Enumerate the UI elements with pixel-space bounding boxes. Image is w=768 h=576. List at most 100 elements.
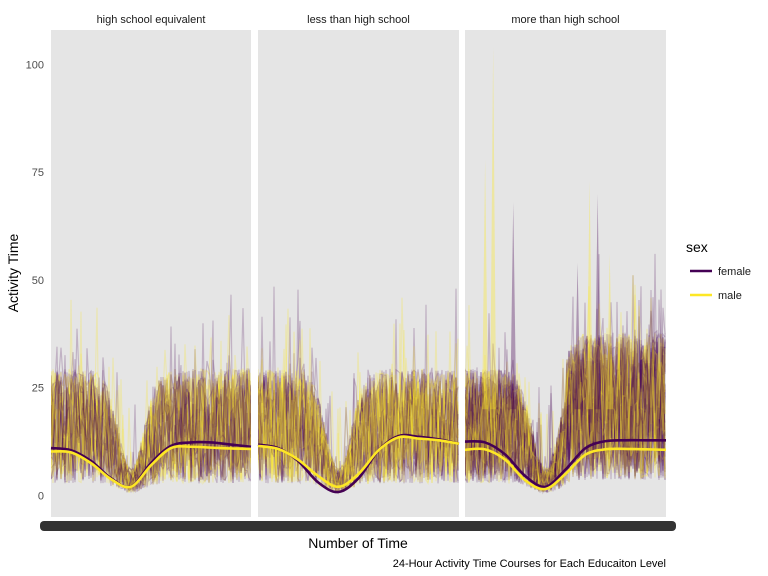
activity-trace <box>51 370 251 490</box>
activity-trace <box>51 370 251 489</box>
x-axis-tick-label-mass <box>40 521 676 531</box>
activity-trace <box>51 370 251 492</box>
facet-strip-label-2: more than high school <box>511 14 619 26</box>
activity-trace <box>258 343 459 493</box>
activity-trace <box>258 308 459 489</box>
activity-spike <box>594 193 601 410</box>
activity-trace <box>51 323 251 484</box>
activity-spike <box>482 159 489 410</box>
legend-label-male: male <box>718 290 742 302</box>
activity-trace <box>258 288 459 490</box>
activity-trace <box>465 337 666 492</box>
activity-trace <box>465 253 666 482</box>
activity-trace <box>258 317 459 492</box>
activity-trace <box>51 353 251 488</box>
activity-trace <box>51 359 251 488</box>
smooth-line-male-1 <box>257 435 460 489</box>
activity-spike <box>586 180 593 410</box>
activity-trace <box>258 363 459 488</box>
activity-spike <box>574 262 581 410</box>
y-tick-label: 100 <box>26 59 44 71</box>
x-axis-title: Number of Time <box>308 535 408 551</box>
activity-trace <box>51 340 251 490</box>
activity-trace <box>51 320 251 491</box>
activity-spike <box>606 254 613 410</box>
activity-trace <box>258 372 459 490</box>
panel-background-1 <box>258 30 459 517</box>
activity-trace <box>51 348 251 491</box>
activity-trace <box>258 368 459 490</box>
y-tick-label: 25 <box>32 383 44 395</box>
panel-background-2 <box>465 30 666 517</box>
activity-trace <box>258 369 459 491</box>
y-tick-label: 0 <box>38 490 44 502</box>
smooth-line-male-2 <box>464 447 667 491</box>
x-axis-tick-band <box>40 521 676 531</box>
activity-trace <box>465 303 666 493</box>
activity-trace <box>465 299 666 492</box>
activity-trace <box>258 323 459 492</box>
activity-trace <box>465 333 666 489</box>
activity-trace <box>465 313 666 494</box>
activity-trace <box>51 345 251 490</box>
activity-trace <box>51 365 251 493</box>
activity-trace <box>465 343 666 489</box>
activity-trace <box>465 340 666 490</box>
activity-trace <box>465 294 666 492</box>
activity-trace <box>465 332 666 491</box>
activity-trace <box>258 323 459 490</box>
activity-trace <box>258 363 459 488</box>
activity-trace <box>51 343 251 492</box>
activity-trace <box>51 308 251 493</box>
activity-trace <box>258 319 459 493</box>
activity-trace <box>258 370 459 492</box>
activity-trace <box>465 317 666 493</box>
facet-strip-0 <box>51 8 251 30</box>
activity-trace <box>465 334 666 489</box>
activity-trace <box>258 331 459 488</box>
activity-trace <box>465 335 666 492</box>
activity-trace <box>51 369 251 490</box>
activity-trace <box>51 355 251 492</box>
activity-trace <box>258 286 459 491</box>
activity-trace <box>465 316 666 493</box>
y-axis-title: Activity Time <box>5 234 21 313</box>
activity-trace <box>465 289 666 490</box>
activity-trace <box>258 363 459 494</box>
smooth-line-male-0 <box>50 444 252 489</box>
activity-trace <box>51 326 251 494</box>
activity-trace <box>51 368 251 489</box>
activity-trace <box>51 315 251 494</box>
activity-trace <box>258 357 459 490</box>
activity-trace <box>465 329 666 491</box>
smooth-line-female-2 <box>464 438 666 489</box>
activity-trace <box>465 335 666 490</box>
legend-label-female: female <box>718 266 751 278</box>
activity-trace <box>258 320 459 494</box>
activity-trace <box>51 369 251 493</box>
activity-trace <box>258 331 459 493</box>
activity-trace <box>465 289 666 489</box>
facet-strip-label-1: less than high school <box>307 14 410 26</box>
activity-trace <box>51 372 251 487</box>
activity-trace <box>258 297 459 492</box>
activity-trace <box>465 312 666 492</box>
chart-caption: 24-Hour Activity Time Courses for Each E… <box>393 558 666 570</box>
facet-strip-2 <box>465 8 666 30</box>
activity-trace <box>258 328 459 493</box>
activity-spike <box>490 47 497 410</box>
activity-trace <box>465 325 666 488</box>
activity-trace <box>258 329 459 487</box>
activity-trace <box>258 324 459 494</box>
activity-trace <box>258 371 459 492</box>
activity-trace <box>465 337 666 488</box>
activity-trace <box>51 307 251 493</box>
activity-trace <box>465 254 666 491</box>
activity-trace <box>258 304 459 493</box>
activity-trace <box>258 370 459 495</box>
activity-trace <box>465 333 666 490</box>
facet-strip-1 <box>258 8 459 30</box>
y-axis: 0 25 50 75 100 <box>26 59 44 502</box>
smooth-line-female-0 <box>50 440 252 489</box>
